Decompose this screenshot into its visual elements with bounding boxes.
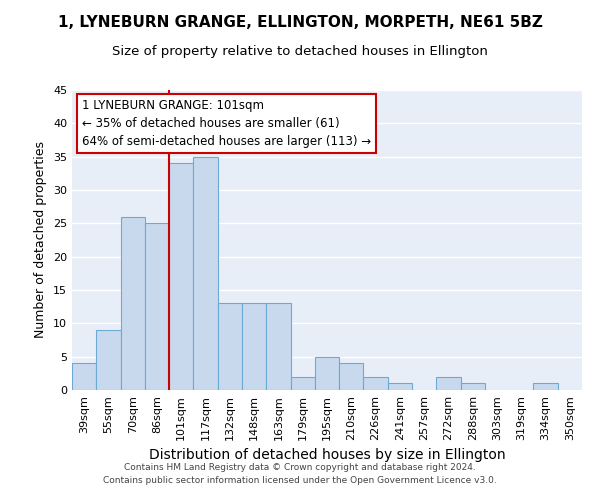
Bar [461, 384, 485, 390]
Bar [533, 384, 558, 390]
Bar [96, 330, 121, 390]
Bar [121, 216, 145, 390]
Bar [193, 156, 218, 390]
Bar [72, 364, 96, 390]
Bar [266, 304, 290, 390]
Bar [364, 376, 388, 390]
Bar [315, 356, 339, 390]
Bar [388, 384, 412, 390]
Text: 1 LYNEBURN GRANGE: 101sqm
← 35% of detached houses are smaller (61)
64% of semi-: 1 LYNEBURN GRANGE: 101sqm ← 35% of detac… [82, 99, 371, 148]
Bar [218, 304, 242, 390]
Y-axis label: Number of detached properties: Number of detached properties [34, 142, 47, 338]
Bar [339, 364, 364, 390]
Bar [145, 224, 169, 390]
Bar [290, 376, 315, 390]
Text: Size of property relative to detached houses in Ellington: Size of property relative to detached ho… [112, 45, 488, 58]
Bar [169, 164, 193, 390]
Bar [242, 304, 266, 390]
Text: Contains HM Land Registry data © Crown copyright and database right 2024.
Contai: Contains HM Land Registry data © Crown c… [103, 464, 497, 485]
Bar [436, 376, 461, 390]
X-axis label: Distribution of detached houses by size in Ellington: Distribution of detached houses by size … [149, 448, 505, 462]
Text: 1, LYNEBURN GRANGE, ELLINGTON, MORPETH, NE61 5BZ: 1, LYNEBURN GRANGE, ELLINGTON, MORPETH, … [58, 15, 542, 30]
